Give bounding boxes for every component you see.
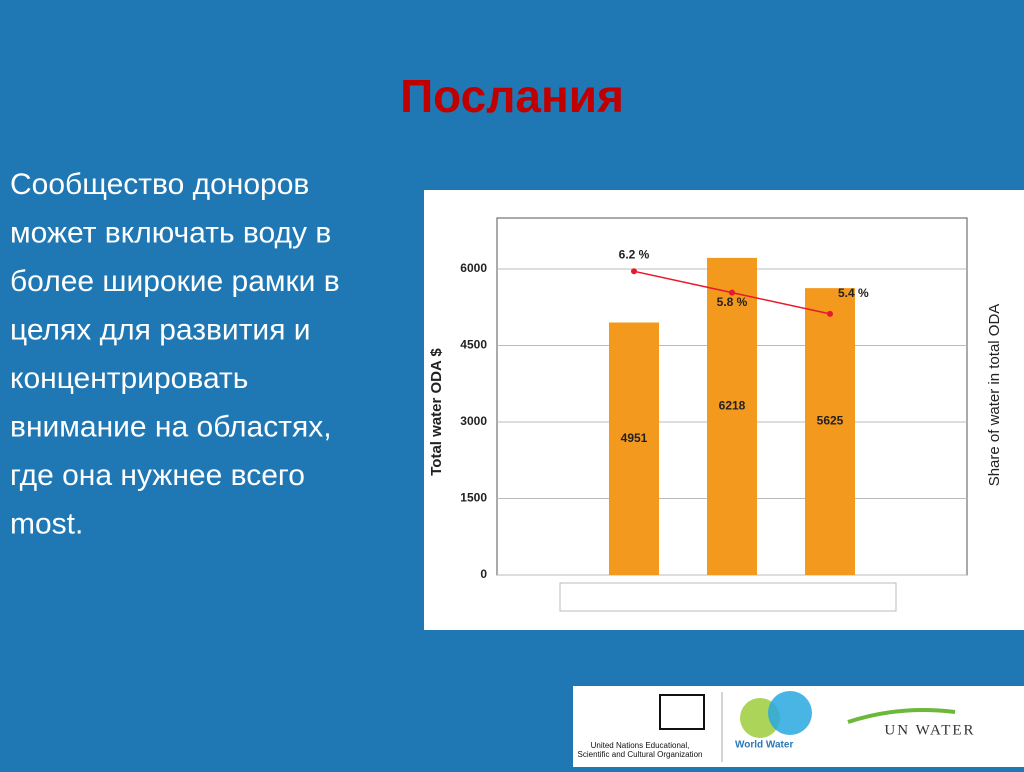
- share-label: 5.8 %: [717, 295, 748, 309]
- body-line: может включать воду в: [10, 216, 331, 249]
- logo-text: Scientific and Cultural Organization: [578, 750, 703, 759]
- logo-text: United Nations Educational,: [591, 741, 690, 750]
- logo-text: World Water: [735, 740, 793, 751]
- bar: [707, 257, 757, 575]
- share-label: 5.4 %: [838, 286, 869, 300]
- logo-circle: [768, 691, 812, 735]
- y-tick-label: 4500: [460, 338, 487, 352]
- y2-axis-title: Share of water in total ODA: [986, 304, 1003, 487]
- body-line: внимание на областях,: [10, 410, 332, 443]
- bar: [609, 322, 659, 575]
- y-tick-label: 3000: [460, 414, 487, 428]
- y-tick-label: 1500: [460, 491, 487, 505]
- unesco-icon: [659, 694, 705, 730]
- slide-title: Послания: [400, 70, 624, 122]
- logo-swoosh: [847, 707, 956, 724]
- y-tick-label: 6000: [460, 261, 487, 275]
- unesco-logo: United Nations Educational, Scientific a…: [578, 694, 705, 759]
- bar: [805, 288, 855, 575]
- body-line: где она нужнее всего: [10, 459, 305, 492]
- share-point: [729, 289, 735, 296]
- legend-box: [559, 582, 897, 612]
- bar-value-label: 5625: [817, 414, 844, 428]
- body-line: более широкие рамки в: [10, 265, 340, 298]
- logo-text: UN WATER: [884, 722, 975, 738]
- share-point: [631, 268, 637, 275]
- y-tick-label: 0: [480, 567, 487, 581]
- share-point: [827, 310, 833, 317]
- bar-value-label: 4951: [621, 431, 648, 445]
- body-line: most.: [10, 507, 83, 540]
- y-axis-title: Total water ODA $: [428, 348, 445, 476]
- body-line: целях для развития и: [10, 313, 311, 346]
- wwap-logo: World Water: [735, 691, 812, 751]
- share-label: 6.2 %: [619, 247, 650, 261]
- body-line: концентрировать: [10, 362, 248, 395]
- body-text: Сообщество доноров может включать воду в б…: [10, 168, 340, 541]
- bar-value-label: 6218: [719, 399, 746, 413]
- body-line: Сообщество доноров: [10, 168, 309, 201]
- unwater-logo: UN WATER: [847, 707, 975, 738]
